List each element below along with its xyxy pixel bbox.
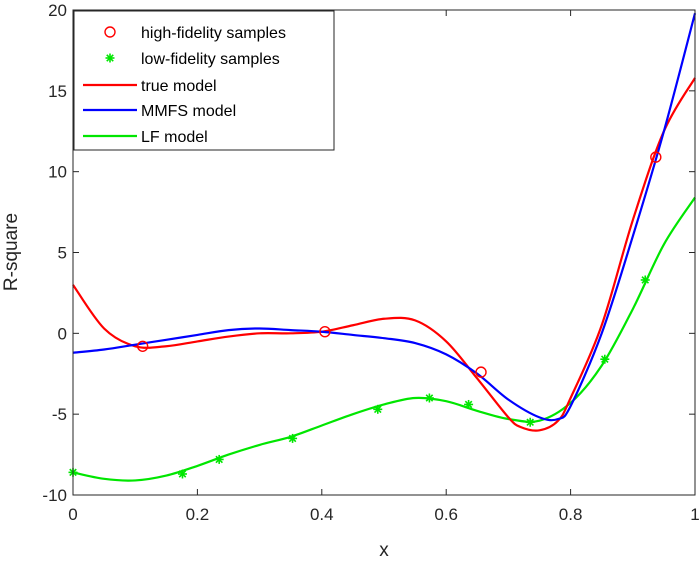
legend-symbol-low-fidelity-samples-stroke-3 bbox=[106, 54, 114, 62]
lf-sample-point-stroke-3 bbox=[215, 455, 223, 464]
lf-sample-point-stroke-3 bbox=[464, 400, 473, 409]
lf-sample-point-stroke-3 bbox=[178, 470, 187, 478]
y-axis-title: R-square bbox=[1, 213, 22, 291]
x-tick-label: 0.4 bbox=[310, 505, 334, 524]
x-tick-label: 0.8 bbox=[559, 505, 583, 524]
lf-sample-point bbox=[600, 354, 610, 364]
legend-symbol-high-fidelity-samples bbox=[104, 26, 116, 38]
series-line-true-model bbox=[72, 77, 696, 432]
y-tick-label: -10 bbox=[42, 486, 67, 505]
y-tick-label: 5 bbox=[58, 244, 67, 263]
lf-sample-point bbox=[640, 275, 650, 285]
legend-label-true-model: true model bbox=[141, 78, 217, 95]
x-tick-label: 0.6 bbox=[434, 505, 458, 524]
ticks-layer: 0 0.2 0.4 0.6 0.8 1 -10 -5 0 5 10 15 20 bbox=[42, 1, 699, 524]
hf-sample-point bbox=[475, 366, 487, 378]
lf-sample-point bbox=[214, 454, 224, 464]
legend: high-fidelity samples low-fidelity sample… bbox=[73, 10, 335, 151]
x-axis-title: x bbox=[379, 540, 389, 561]
lf-sample-point bbox=[525, 417, 535, 427]
legend-label-high-fidelity-samples: high-fidelity samples bbox=[141, 25, 286, 42]
lf-sample-point-stroke-3 bbox=[425, 394, 434, 402]
lf-sample-point bbox=[424, 393, 434, 403]
legend-label-mmfs-model: MMFS model bbox=[141, 103, 236, 120]
x-tick-label: 0 bbox=[68, 505, 77, 524]
legend-box bbox=[73, 10, 335, 151]
legend-label-low-fidelity-samples: low-fidelity samples bbox=[141, 51, 280, 68]
y-tick-label: 20 bbox=[48, 1, 67, 20]
series-line-lf-model bbox=[72, 196, 696, 482]
y-tick-label: 0 bbox=[58, 324, 67, 343]
series-line-mmfs-model bbox=[72, 12, 697, 422]
y-tick-label: -5 bbox=[52, 405, 67, 424]
hf-sample-point bbox=[319, 326, 331, 338]
y-tick-label: 15 bbox=[48, 82, 67, 101]
series-layer bbox=[72, 12, 697, 482]
lf-sample-point-stroke-3 bbox=[601, 355, 609, 364]
lf-sample-point bbox=[464, 399, 474, 409]
hf-sample-point bbox=[136, 340, 149, 352]
lf-sample-point bbox=[373, 404, 383, 414]
lf-sample-point-stroke-3 bbox=[373, 405, 382, 414]
y-tick-label: 10 bbox=[48, 163, 67, 182]
lf-sample-point-stroke-3 bbox=[526, 418, 534, 427]
x-tick-label: 0.2 bbox=[186, 505, 210, 524]
lf-sample-point-stroke-3 bbox=[641, 276, 650, 284]
legend-symbol-low-fidelity-samples bbox=[105, 53, 115, 63]
legend-label-lf-model: LF model bbox=[141, 129, 208, 146]
lf-sample-point-stroke-3 bbox=[288, 434, 297, 443]
lf-sample-point bbox=[288, 433, 298, 443]
x-tick-label: 1 bbox=[690, 505, 699, 524]
lf-sample-point bbox=[177, 469, 187, 479]
hf-sample-point bbox=[650, 151, 662, 163]
